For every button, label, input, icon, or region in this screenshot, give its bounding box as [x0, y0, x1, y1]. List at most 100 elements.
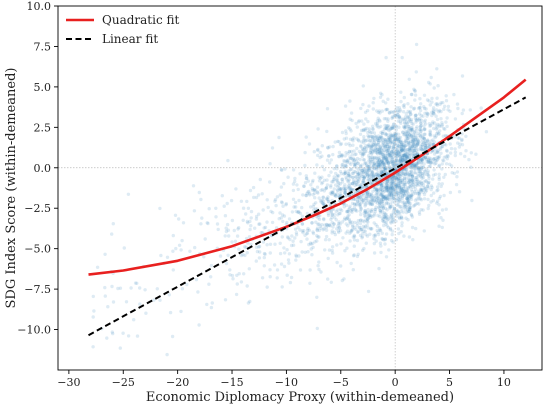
scatter-point: [406, 127, 411, 131]
scatter-point: [399, 193, 403, 197]
scatter-point: [387, 188, 391, 192]
scatter-point: [379, 198, 384, 202]
scatter-point: [303, 163, 307, 168]
scatter-point: [342, 186, 346, 191]
scatter-point: [386, 217, 390, 221]
scatter-point: [409, 177, 413, 181]
scatter-point: [416, 182, 421, 187]
scatter-point: [392, 163, 396, 167]
scatter-point: [405, 132, 409, 136]
scatter-point: [385, 107, 390, 112]
scatter-point: [353, 208, 358, 213]
scatter-point: [469, 151, 473, 155]
scatter-point: [432, 134, 436, 138]
scatter-point: [444, 94, 448, 98]
scatter-point: [378, 208, 382, 213]
scatter-point: [379, 159, 384, 163]
scatter-point: [404, 180, 408, 184]
scatter-point: [422, 185, 426, 190]
scatter-point: [347, 169, 351, 173]
scatter-point: [348, 194, 352, 198]
scatter-point: [426, 112, 430, 117]
scatter-point: [398, 159, 402, 163]
scatter-point: [382, 215, 387, 219]
scatter-point: [388, 204, 392, 209]
scatter-point: [293, 227, 298, 231]
scatter-point: [456, 141, 460, 145]
scatter-point: [381, 185, 385, 189]
scatter-point: [321, 195, 325, 199]
scatter-point: [420, 147, 424, 152]
scatter-point: [268, 275, 272, 279]
scatter-point: [448, 142, 452, 146]
scatter-point: [403, 132, 407, 137]
scatter-point: [430, 185, 434, 190]
scatter-point: [396, 136, 400, 140]
scatter-point: [315, 228, 319, 232]
scatter-point: [428, 103, 432, 107]
scatter-point: [332, 175, 336, 179]
scatter-point: [433, 172, 438, 176]
scatter-point: [298, 211, 303, 216]
scatter-point: [344, 129, 348, 133]
scatter-point: [390, 149, 394, 154]
scatter-point: [388, 141, 393, 145]
scatter-point: [405, 134, 410, 138]
scatter-point: [360, 200, 364, 204]
scatter-point: [403, 155, 407, 159]
scatter-point: [333, 232, 337, 237]
scatter-point: [401, 210, 405, 214]
scatter-point: [443, 133, 448, 138]
scatter-point: [340, 177, 344, 182]
scatter-point: [413, 191, 417, 195]
scatter-point: [373, 150, 377, 154]
scatter-point: [403, 205, 407, 209]
scatter-point: [388, 227, 392, 232]
scatter-point: [394, 237, 399, 242]
scatter-point: [453, 150, 458, 154]
scatter-point: [285, 248, 289, 252]
scatter-point: [275, 276, 279, 280]
scatter-point: [402, 133, 406, 137]
scatter-point: [405, 189, 409, 193]
scatter-point: [389, 178, 393, 182]
scatter-point: [303, 250, 307, 254]
scatter-point: [453, 147, 457, 151]
scatter-point: [442, 126, 446, 131]
scatter-point: [368, 232, 372, 236]
scatter-point: [344, 188, 348, 193]
scatter-point: [435, 199, 440, 203]
scatter-point: [404, 112, 408, 116]
scatter-point: [406, 200, 411, 204]
scatter-point: [320, 181, 324, 186]
scatter-point: [411, 182, 415, 186]
scatter-point: [392, 122, 396, 126]
scatter-point: [247, 267, 251, 271]
scatter-point: [352, 136, 356, 140]
scatter-point: [420, 137, 424, 142]
scatter-point: [333, 194, 338, 198]
scatter-point: [365, 191, 369, 196]
scatter-point: [400, 155, 404, 159]
scatter-point: [158, 298, 162, 302]
scatter-point: [366, 220, 370, 224]
scatter-point: [369, 195, 373, 199]
scatter-point: [372, 138, 376, 142]
scatter-point: [371, 127, 375, 132]
scatter-point: [379, 244, 383, 248]
scatter-point: [351, 178, 356, 183]
scatter-point: [377, 163, 381, 167]
scatter-point: [347, 161, 352, 165]
scatter-point: [361, 176, 365, 181]
scatter-point: [330, 231, 334, 235]
scatter-point: [378, 209, 382, 213]
scatter-point: [287, 217, 292, 221]
scatter-point: [351, 175, 355, 179]
scatter-point: [381, 169, 385, 173]
scatter-point: [308, 192, 312, 196]
scatter-point: [380, 109, 384, 113]
scatter-point: [412, 164, 416, 169]
scatter-point: [342, 218, 346, 222]
scatter-point: [436, 150, 440, 154]
scatter-point: [428, 161, 432, 165]
